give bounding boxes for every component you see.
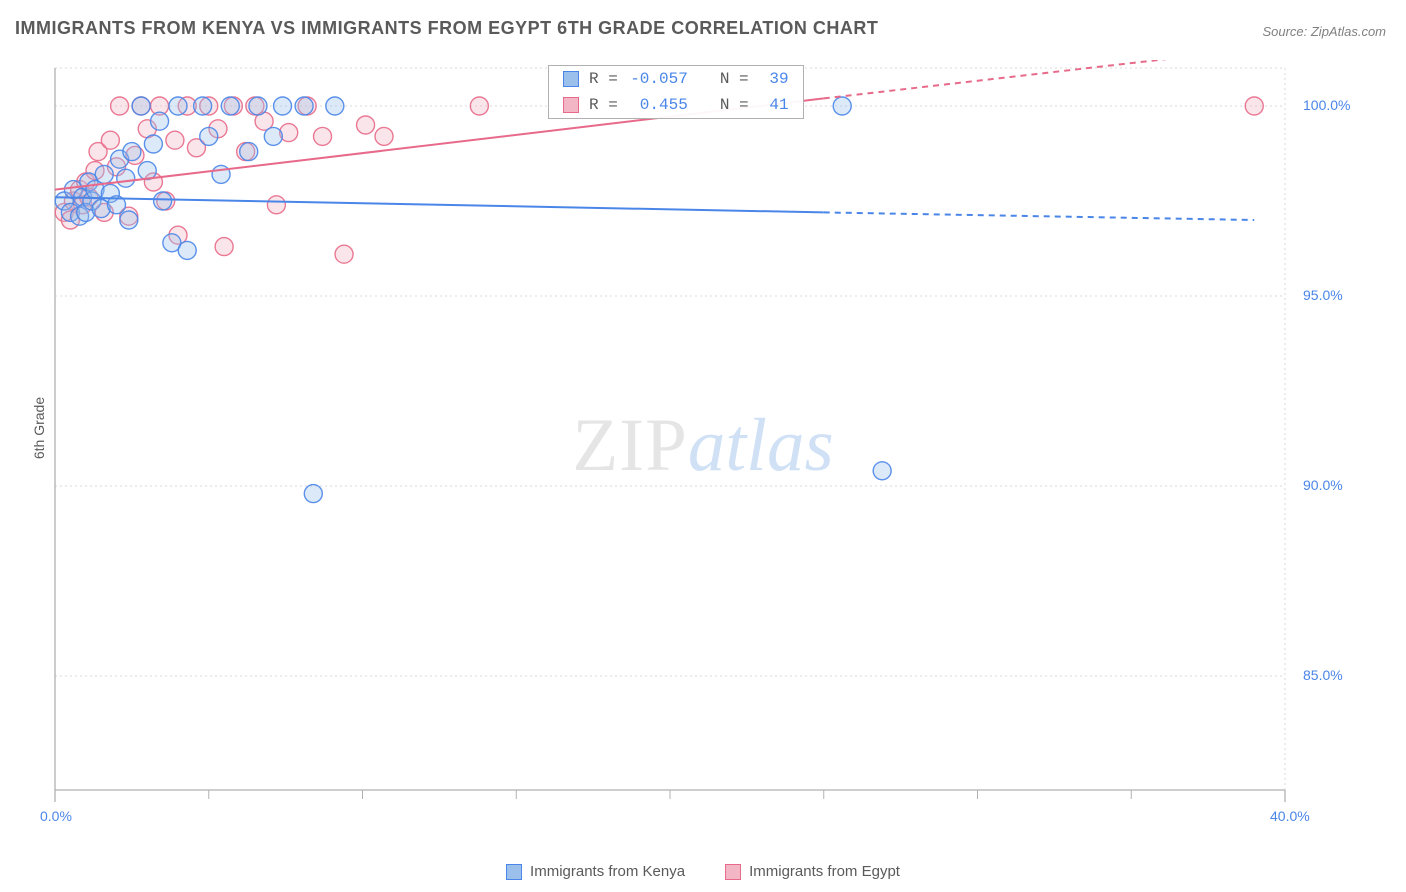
y-tick-label: 95.0%	[1303, 287, 1343, 303]
stats-swatch-kenya	[563, 71, 579, 87]
x-tick-label: 0.0%	[40, 808, 72, 824]
stats-row-kenya: R = -0.057 N = 39	[549, 66, 803, 92]
legend-swatch-egypt	[725, 864, 741, 880]
chart-title: IMMIGRANTS FROM KENYA VS IMMIGRANTS FROM…	[15, 18, 878, 39]
y-tick-label: 90.0%	[1303, 477, 1343, 493]
stats-n-value-egypt: 41	[759, 96, 789, 114]
bottom-legend: Immigrants from Kenya Immigrants from Eg…	[0, 863, 1406, 880]
stats-r-value-egypt: 0.455	[628, 96, 688, 114]
source-attribution: Source: ZipAtlas.com	[1262, 24, 1386, 39]
stats-r-label: R =	[589, 70, 618, 88]
legend-entry-egypt: Immigrants from Egypt	[725, 863, 900, 880]
chart-svg	[45, 60, 1385, 820]
stats-swatch-egypt	[563, 97, 579, 113]
legend-entry-kenya: Immigrants from Kenya	[506, 863, 685, 880]
chart-plot-area	[45, 60, 1385, 820]
legend-label-egypt: Immigrants from Egypt	[749, 863, 900, 880]
y-tick-label: 100.0%	[1303, 97, 1350, 113]
stats-n-label: N =	[720, 96, 749, 114]
stats-row-egypt: R = 0.455 N = 41	[549, 92, 803, 118]
stats-r-value-kenya: -0.057	[628, 70, 688, 88]
stats-r-label: R =	[589, 96, 618, 114]
legend-swatch-kenya	[506, 864, 522, 880]
legend-label-kenya: Immigrants from Kenya	[530, 863, 685, 880]
y-tick-label: 85.0%	[1303, 667, 1343, 683]
stats-n-label: N =	[720, 70, 749, 88]
stats-n-value-kenya: 39	[759, 70, 789, 88]
x-tick-label: 40.0%	[1270, 808, 1310, 824]
correlation-stats-box: R = -0.057 N = 39 R = 0.455 N = 41	[548, 65, 804, 119]
